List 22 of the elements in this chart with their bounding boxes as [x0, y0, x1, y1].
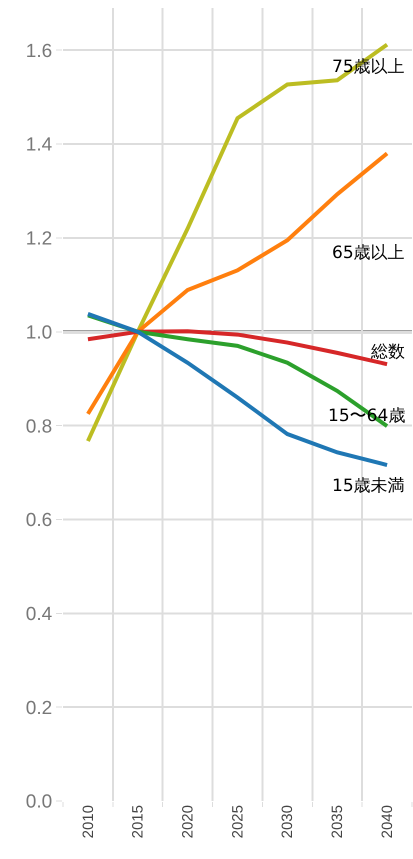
y-tick-label: 1.2	[26, 228, 52, 250]
x-tick-label: 2015	[130, 805, 147, 838]
series-label: 総数	[370, 342, 405, 362]
x-tick-label: 2040	[378, 805, 396, 838]
x-tick-label: 2030	[279, 805, 296, 838]
x-tick-label: 2020	[180, 805, 197, 838]
line-series	[86, 312, 390, 468]
series-label: 15歳未満	[332, 476, 405, 496]
y-tick-label: 0.2	[26, 698, 52, 719]
x-tick-label: 2010	[80, 805, 97, 838]
y-tick-label: 0.8	[26, 416, 52, 438]
y-tick-label: 0.6	[26, 510, 52, 532]
y-tick-label: 1.4	[26, 134, 53, 156]
y-tick-label: 0.4	[26, 604, 53, 625]
series-label: 65歳以上	[332, 243, 405, 263]
x-tick-label: 2035	[329, 805, 346, 838]
line-series	[86, 329, 390, 366]
y-tick-label: 1.0	[26, 322, 52, 344]
series-label: 75歳以上	[332, 57, 405, 77]
x-tick-label: 2025	[229, 805, 246, 838]
y-tick-label: 1.6	[26, 40, 52, 62]
y-tick-label: 0.0	[26, 792, 52, 813]
